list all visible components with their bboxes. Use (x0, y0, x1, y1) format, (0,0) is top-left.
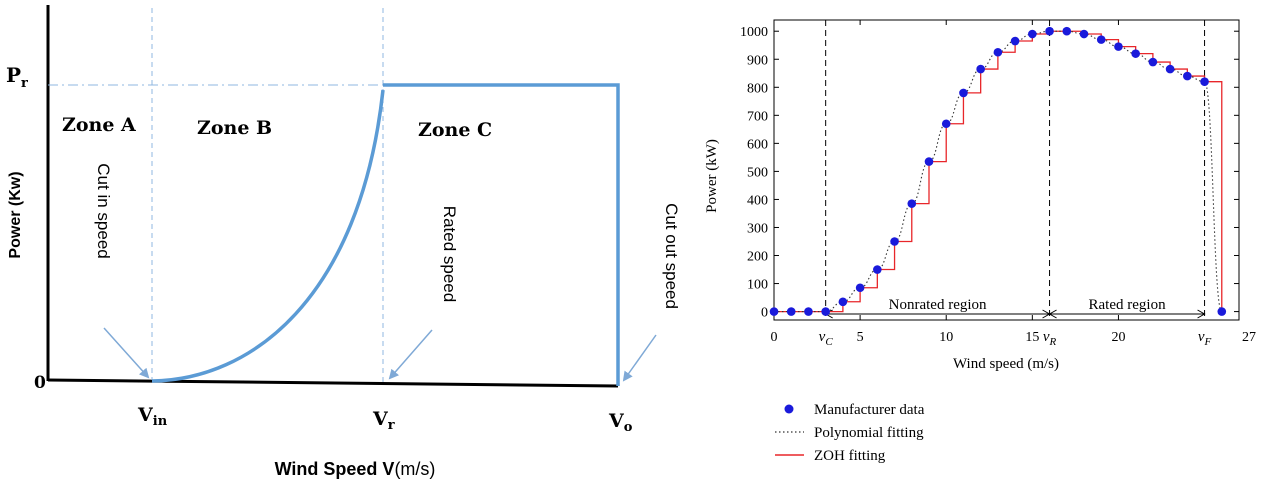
vr-label: Vr (372, 408, 395, 433)
special-tick-label: vR (1043, 329, 1057, 348)
left-x-axis (47, 378, 619, 388)
manufacturer-data-point (1200, 77, 1209, 86)
y-tick-label: 1000 (740, 25, 768, 40)
region-arrowhead-right (1197, 309, 1206, 319)
zone-b-label: Zone B (197, 117, 272, 139)
right-y-axis-label: Power (kW) (704, 139, 720, 213)
manufacturer-data-point (1028, 29, 1037, 39)
manufacturer-data-point (1010, 36, 1020, 46)
region-label: Nonrated region (889, 297, 987, 313)
x-tick-label: 20 (1111, 330, 1125, 345)
y-tick-label: 700 (747, 109, 768, 124)
x-tick-label: 0 (771, 330, 778, 345)
manufacturer-data-point (804, 307, 813, 316)
y-tick-label: 300 (747, 221, 768, 236)
y-tick-label: 0 (761, 306, 768, 321)
region-guides: Nonrated region Rated region (824, 20, 1206, 320)
axis-ticks: 0 100 200 300 400 500 600 700 800 900 1000 0 5 10 15 20… (740, 20, 1256, 348)
x-tick-label: 27 (1242, 330, 1256, 345)
zoh-fitting-line (774, 30, 1223, 313)
manufacturer-data-point (924, 157, 934, 166)
manufacturer-data-point (907, 199, 917, 208)
manufacturer-data-point (1131, 49, 1140, 58)
manufacturer-data-point (1062, 26, 1072, 36)
rated-speed-arrow (388, 329, 433, 380)
zero-label: 0 (34, 373, 46, 393)
manufacturer-data-point (993, 47, 1003, 57)
legend: Manufacturer data Polynomial fitting ZOH… (775, 402, 925, 464)
x-tick-label: 10 (939, 330, 953, 345)
zone-a-label: Zone A (62, 114, 136, 136)
left-x-axis-label: Wind Speed V(m/s) (275, 459, 436, 479)
right-plot-frame (773, 19, 1240, 321)
manufacturer-data-point (821, 307, 830, 316)
vo-label: Vo (608, 410, 633, 435)
manufacturer-data-point (1148, 57, 1158, 67)
legend-label-manufacturer: Manufacturer data (814, 402, 925, 418)
manufacturer-data-point (838, 297, 848, 307)
cut-in-arrow (103, 327, 150, 379)
manufacturer-data-point (1165, 64, 1175, 74)
cut-out-arrow (622, 334, 657, 382)
manufacturer-data-point (1096, 35, 1106, 44)
y-tick-label: 900 (747, 53, 768, 68)
chart-series (769, 26, 1227, 316)
manufacturer-data-point (959, 88, 968, 98)
manufacturer-data-point (873, 265, 882, 274)
pr-label: Pr (6, 63, 28, 91)
zone-c-label: Zone C (418, 119, 492, 141)
manufacturer-data-point (1217, 307, 1227, 316)
rated-power-line (383, 83, 620, 386)
power-curve (151, 89, 385, 383)
special-tick-label: vC (819, 329, 834, 348)
y-tick-label: 800 (747, 81, 768, 96)
y-tick-label: 600 (747, 137, 768, 152)
manufacturer-data-point (1114, 42, 1123, 51)
legend-label-zoh: ZOH fitting (814, 448, 886, 464)
right-x-axis-label: Wind speed (m/s) (953, 356, 1059, 372)
y-tick-label: 500 (747, 165, 768, 180)
cut-out-annotation: Cut out speed (662, 203, 681, 309)
cut-in-annotation: Cut in speed (94, 163, 113, 258)
y-tick-label: 400 (747, 193, 768, 208)
manufacturer-data-point (890, 237, 899, 246)
manufacturer-data-point (941, 119, 951, 129)
manufacturer-data-point (855, 283, 865, 293)
legend-label-polynomial: Polynomial fitting (814, 425, 924, 441)
polynomial-fitting-line (774, 30, 1223, 313)
manufacturer-data-point (976, 64, 985, 74)
manufacturer-data-point (786, 307, 796, 316)
left-figure: Pr 0 Vin Vr Vo Zone A Zone B Zone C Powe… (6, 5, 681, 479)
region-label: Rated region (1089, 297, 1167, 313)
x-tick-label: 5 (857, 330, 864, 345)
region-arrowhead-left (1048, 309, 1057, 319)
legend-marker-manufacturer (784, 404, 794, 414)
rated-speed-annotation: Rated speed (440, 206, 459, 302)
right-chart: Nonrated region Rated region 010020030040… (704, 19, 1256, 464)
y-tick-label: 100 (747, 278, 768, 293)
manufacturer-data-point (1045, 26, 1054, 36)
vin-label: Vin (137, 404, 168, 429)
special-tick-label: vF (1198, 329, 1212, 348)
x-tick-label: 15 (1025, 330, 1039, 345)
left-y-axis-label: Power (Kw) (7, 171, 24, 258)
y-tick-label: 200 (747, 250, 768, 265)
manufacturer-data-point (1079, 29, 1089, 39)
manufacturer-data-point (769, 307, 779, 316)
manufacturer-data-point (1183, 71, 1192, 81)
